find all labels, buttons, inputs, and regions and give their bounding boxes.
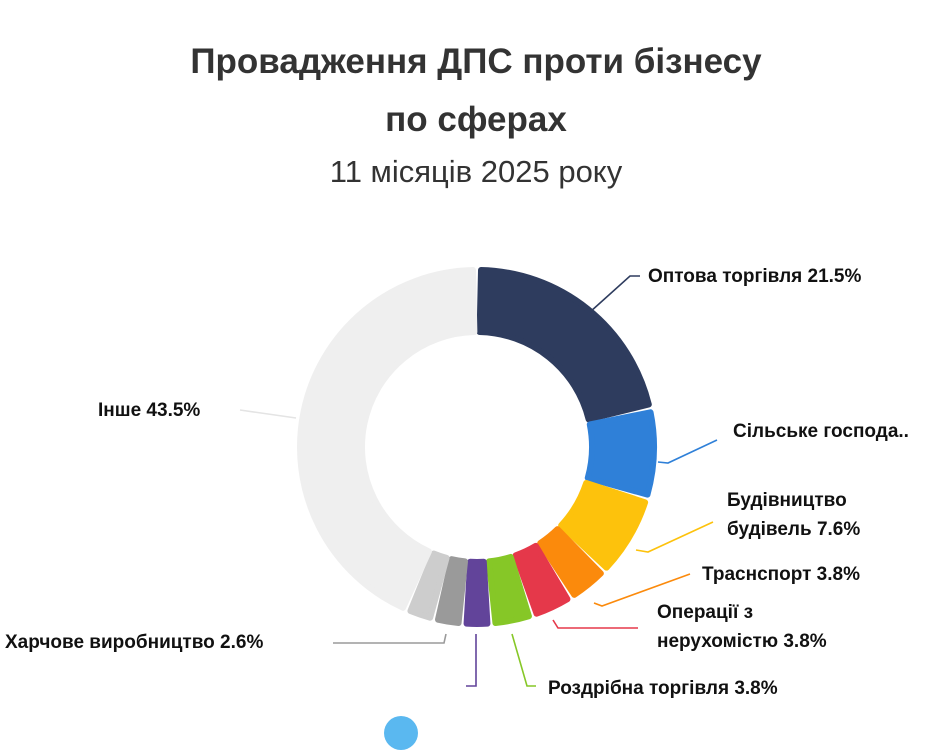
leader-line-7 — [333, 633, 447, 644]
leader-line-4 — [552, 619, 638, 629]
label-transport: Траснспорт 3.8% — [702, 564, 860, 585]
leader-line-1 — [657, 439, 718, 464]
chart-title-line-1: Провадження ДПС проти бізнесу — [190, 42, 762, 81]
decorative-circle — [384, 716, 418, 750]
label-construction-line-2: будівель 7.6% — [727, 519, 861, 540]
label-food-production: Харчове виробництво 2.6% — [5, 632, 264, 653]
donut-slice-3[interactable] — [537, 526, 604, 598]
leader-line-3 — [593, 573, 691, 607]
donut-slice-7[interactable] — [434, 556, 469, 627]
label-retail: Роздрібна торгівля 3.8% — [548, 678, 778, 699]
donut-slice-1[interactable] — [584, 409, 657, 498]
label-construction: Будівництво будівель 7.6% — [727, 486, 860, 544]
chart-subtitle: 11 місяців 2025 року — [329, 154, 623, 189]
label-agriculture: Сільське господа.. — [733, 421, 909, 442]
label-real-estate-line-1: Операції з — [657, 602, 754, 623]
donut-slice-2[interactable] — [558, 479, 649, 571]
leader-line-6 — [466, 634, 477, 687]
donut-slice-9[interactable] — [297, 267, 478, 611]
donut-slice-6[interactable] — [463, 558, 491, 627]
donut-slice-8[interactable] — [407, 550, 450, 621]
label-real-estate-line-2: нерухомістю 3.8% — [657, 631, 827, 652]
label-real-estate: Операції з нерухомістю 3.8% — [657, 598, 827, 656]
label-construction-line-1: Будівництво — [727, 490, 847, 511]
donut-slice-5[interactable] — [485, 553, 532, 627]
leader-line-9 — [239, 409, 297, 419]
label-wholesale: Оптова торгівля 21.5% — [648, 266, 862, 287]
leader-line-5 — [511, 633, 536, 687]
leader-line-2 — [635, 521, 714, 553]
label-other: Інше 43.5% — [98, 400, 201, 421]
donut-slice-0[interactable] — [476, 267, 652, 423]
chart-title-line-2: по сферах — [385, 100, 567, 139]
leader-line-0 — [589, 275, 640, 313]
donut-slice-4[interactable] — [512, 542, 571, 617]
donut-chart — [239, 267, 718, 687]
